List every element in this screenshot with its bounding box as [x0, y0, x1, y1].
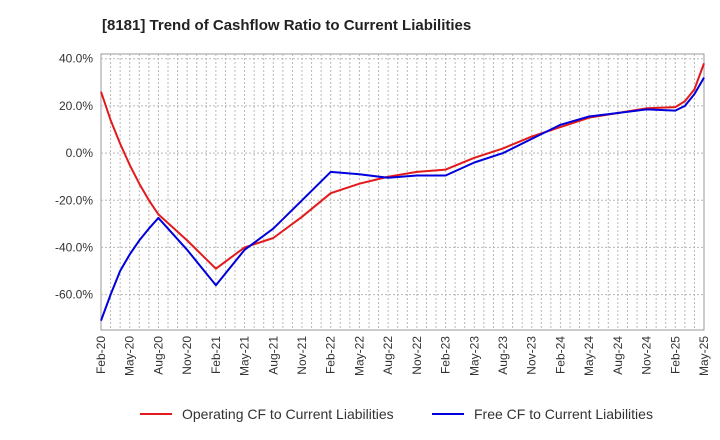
- y-axis: 40.0% 20.0% 0.0% -20.0% -40.0% -60.0%: [55, 52, 93, 302]
- x-tick-label: Nov-24: [640, 336, 654, 375]
- series-layer: [100, 63, 705, 321]
- legend-label-free-cf: Free CF to Current Liabilities: [474, 406, 653, 422]
- y-tick-label: -60.0%: [55, 288, 93, 302]
- y-tick-label: 40.0%: [59, 52, 93, 66]
- x-tick-label: Feb-20: [94, 336, 108, 374]
- x-tick-label: Feb-21: [209, 336, 223, 374]
- x-tick-label: Feb-23: [439, 336, 453, 374]
- x-tick-label: Aug-21: [266, 336, 280, 375]
- x-tick-label: Feb-22: [324, 336, 338, 374]
- plot-area: [100, 53, 705, 331]
- x-tick-label: Feb-25: [668, 336, 682, 374]
- x-tick-label: Aug-22: [381, 336, 395, 375]
- x-tick-label: Nov-21: [295, 336, 309, 375]
- legend: Operating CF to Current Liabilities Free…: [140, 406, 653, 422]
- legend-label-operating-cf: Operating CF to Current Liabilities: [182, 406, 394, 422]
- x-axis: Feb-20 May-20 Aug-20 Nov-20 Feb-21 May-21 Aug-…: [94, 336, 711, 376]
- x-tick-label: Nov-23: [525, 336, 539, 375]
- chart-title: [8181] Trend of Cashflow Ratio to Curren…: [102, 17, 471, 34]
- y-gridlines: [101, 58, 704, 296]
- free-cf-line: [100, 77, 705, 321]
- x-tick-label: Nov-20: [180, 336, 194, 375]
- x-tick-label: May-24: [582, 336, 596, 376]
- x-tick-label: Aug-24: [611, 336, 625, 375]
- x-tick-label: Aug-23: [496, 336, 510, 375]
- y-tick-label: -40.0%: [55, 240, 93, 254]
- x-tick-label: Nov-22: [410, 336, 424, 375]
- y-tick-label: -20.0%: [55, 193, 93, 207]
- y-tick-label: 0.0%: [66, 146, 94, 160]
- x-tick-label: May-25: [697, 336, 711, 376]
- x-tick-label: Aug-20: [151, 336, 165, 375]
- x-tick-label: May-20: [123, 336, 137, 376]
- y-tick-label: 20.0%: [59, 99, 93, 113]
- x-tick-label: May-23: [467, 336, 481, 376]
- x-tick-label: Feb-24: [553, 336, 567, 374]
- x-tick-label: May-21: [238, 336, 252, 376]
- x-tick-label: May-22: [352, 336, 366, 376]
